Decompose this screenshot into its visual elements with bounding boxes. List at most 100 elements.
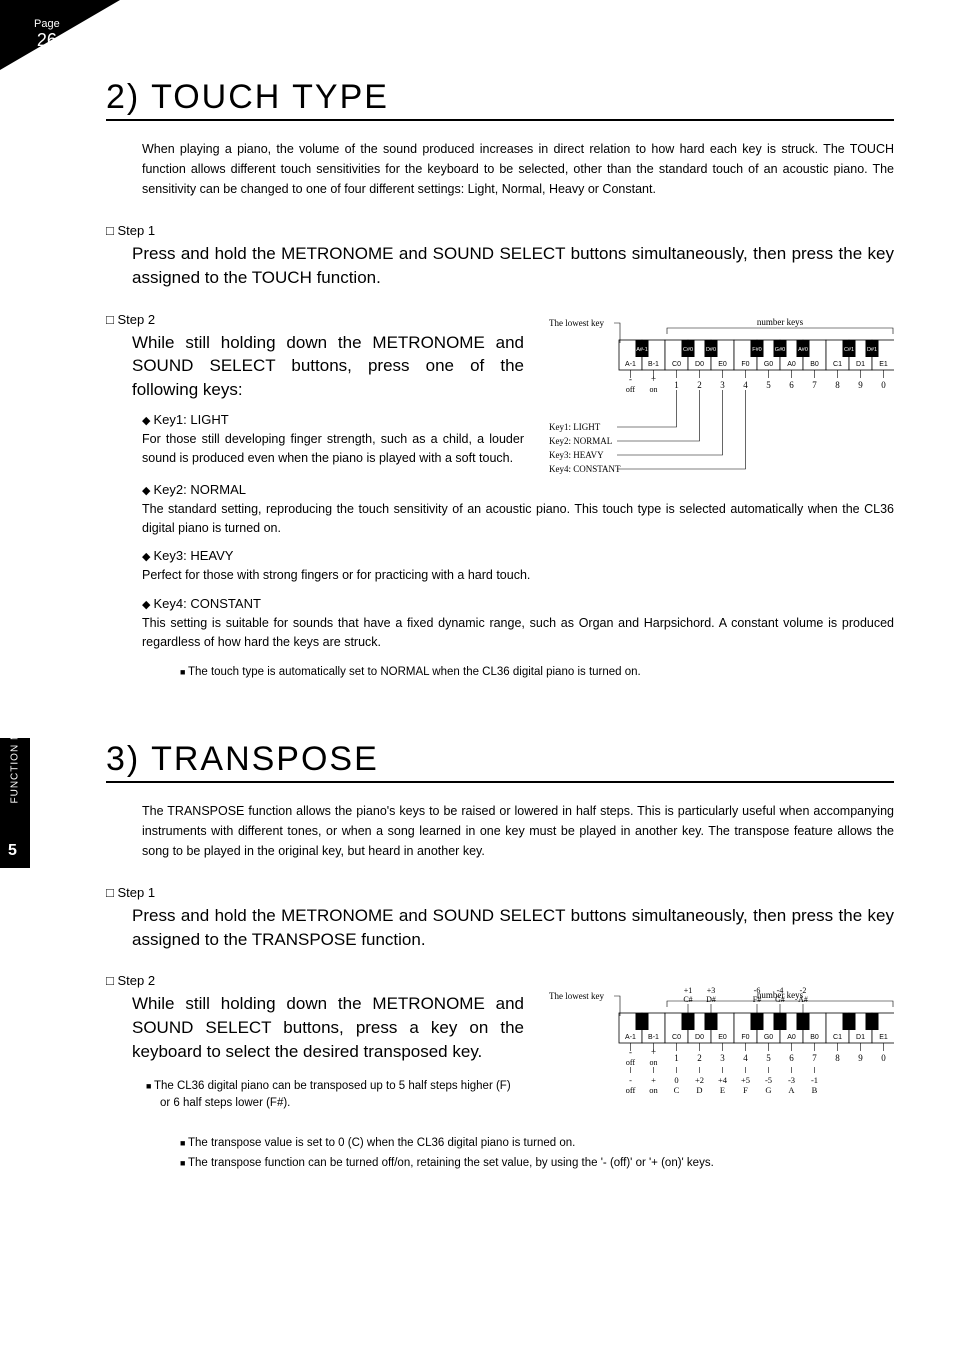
svg-text:6: 6	[789, 1053, 794, 1063]
svg-text:-1: -1	[811, 1075, 818, 1085]
step1-text: Press and hold the METRONOME and SOUND S…	[132, 242, 894, 290]
svg-text:4: 4	[743, 380, 748, 390]
keyboard-figure-touch: A-1B-1C0D0E0F0G0A0B0C1D1E1A#-1C#0D#0F#0G…	[544, 312, 894, 482]
svg-text:C1: C1	[833, 361, 842, 368]
step2b-text: While still holding down the METRONOME a…	[132, 992, 524, 1063]
svg-text:9: 9	[858, 380, 863, 390]
page-corner	[0, 0, 120, 70]
svg-text:A-1: A-1	[625, 1034, 636, 1041]
svg-text:8: 8	[835, 380, 840, 390]
svg-text:5: 5	[766, 380, 771, 390]
svg-text:4: 4	[743, 1053, 748, 1063]
svg-text:+5: +5	[741, 1075, 750, 1085]
svg-text:D1: D1	[856, 1034, 865, 1041]
svg-text:7: 7	[812, 380, 817, 390]
svg-text:7: 7	[812, 1053, 817, 1063]
svg-text:D0: D0	[695, 1034, 704, 1041]
svg-text:D1: D1	[856, 361, 865, 368]
svg-text:Key3: HEAVY: Key3: HEAVY	[549, 450, 604, 460]
step1-label: Step 1	[106, 223, 894, 238]
svg-text:A0: A0	[787, 1034, 796, 1041]
intro-transpose: The TRANSPOSE function allows the piano'…	[142, 801, 894, 861]
svg-text:8: 8	[835, 1053, 840, 1063]
svg-text:E1: E1	[879, 361, 888, 368]
svg-text:on: on	[650, 385, 658, 394]
svg-text:C1: C1	[833, 1034, 842, 1041]
svg-text:9: 9	[858, 1053, 863, 1063]
key1-label: Key1: LIGHT	[142, 412, 524, 427]
key1-desc: For those still developing finger streng…	[142, 430, 524, 469]
svg-text:number keys: number keys	[757, 990, 804, 1000]
svg-text:G0: G0	[764, 361, 773, 368]
svg-text:+3: +3	[707, 986, 716, 995]
key-item: Key3: HEAVY Perfect for those with stron…	[142, 548, 894, 585]
svg-text:3: 3	[720, 380, 725, 390]
svg-text:+1: +1	[684, 986, 693, 995]
svg-text:A-1: A-1	[625, 361, 636, 368]
svg-text:Key2: NORMAL: Key2: NORMAL	[549, 436, 612, 446]
svg-text:-3: -3	[788, 1075, 795, 1085]
intro-touch: When playing a piano, the volume of the …	[142, 139, 894, 199]
svg-text:G#0: G#0	[775, 347, 785, 353]
key-item: Key1: LIGHT For those still developing f…	[142, 412, 524, 469]
svg-text:D#0: D#0	[706, 347, 716, 353]
svg-text:number keys: number keys	[757, 317, 804, 327]
svg-text:A: A	[788, 1085, 795, 1095]
svg-text:-: -	[629, 1075, 632, 1085]
svg-text:-5: -5	[765, 1075, 772, 1085]
svg-text:G0: G0	[764, 1034, 773, 1041]
svg-text:C: C	[674, 1085, 680, 1095]
step1b-text: Press and hold the METRONOME and SOUND S…	[132, 904, 894, 952]
step2-text: While still holding down the METRONOME a…	[132, 331, 524, 402]
svg-text:A0: A0	[787, 361, 796, 368]
svg-text:E0: E0	[718, 1034, 727, 1041]
svg-text:0: 0	[674, 1075, 678, 1085]
svg-text:C0: C0	[672, 1034, 681, 1041]
side-tab: FUNCTION MODE 5	[0, 738, 30, 868]
step2-label: Step 2	[106, 312, 524, 327]
note-item: The transpose value is set to 0 (C) when…	[180, 1135, 894, 1152]
page-label: Page	[34, 18, 60, 30]
svg-text:Key4: CONSTANT: Key4: CONSTANT	[549, 464, 621, 474]
key2-desc: The standard setting, reproducing the to…	[142, 500, 894, 539]
svg-text:C0: C0	[672, 361, 681, 368]
svg-text:off: off	[626, 1058, 636, 1067]
svg-text:E0: E0	[718, 361, 727, 368]
svg-text:off: off	[626, 1085, 636, 1095]
svg-text:+: +	[651, 1047, 656, 1057]
svg-text:on: on	[649, 1085, 658, 1095]
step1b-label: Step 1	[106, 885, 894, 900]
note-item: The CL36 digital piano can be transposed…	[146, 1078, 524, 1113]
key3-desc: Perfect for those with strong fingers or…	[142, 566, 894, 585]
svg-text:0: 0	[881, 380, 886, 390]
keyboard-figure-transpose: A-1B-1C0D0E0F0G0A0B0C1D1E1+1C#+3D#-6F#-4…	[544, 973, 894, 1133]
svg-text:F0: F0	[741, 1034, 749, 1041]
svg-text:A#-1: A#-1	[636, 347, 648, 353]
svg-text:off: off	[626, 385, 636, 394]
svg-text:B0: B0	[810, 361, 819, 368]
svg-text:6: 6	[789, 380, 794, 390]
svg-text:D#: D#	[706, 995, 716, 1004]
svg-text:Key1: LIGHT: Key1: LIGHT	[549, 422, 601, 432]
svg-text:C#0: C#0	[683, 347, 693, 353]
side-tab-label: FUNCTION MODE	[10, 706, 21, 803]
key4-label: Key4: CONSTANT	[142, 596, 894, 611]
svg-text:+2: +2	[695, 1075, 704, 1085]
svg-text:+4: +4	[718, 1075, 728, 1085]
svg-text:E: E	[720, 1085, 725, 1095]
side-tab-number: 5	[8, 842, 17, 860]
svg-text:B: B	[812, 1085, 818, 1095]
svg-text:B0: B0	[810, 1034, 819, 1041]
svg-text:2: 2	[697, 1053, 702, 1063]
svg-text:G: G	[765, 1085, 771, 1095]
svg-text:-: -	[629, 1047, 632, 1057]
svg-text:F#0: F#0	[752, 347, 761, 353]
key-item: Key4: CONSTANT This setting is suitable …	[142, 596, 894, 653]
svg-text:D0: D0	[695, 361, 704, 368]
svg-text:D: D	[696, 1085, 702, 1095]
svg-text:B-1: B-1	[648, 1034, 659, 1041]
svg-text:A#0: A#0	[798, 347, 808, 353]
svg-text:F: F	[743, 1085, 748, 1095]
page-number-badge: Page 26	[34, 18, 60, 51]
svg-text:C#1: C#1	[844, 347, 854, 353]
